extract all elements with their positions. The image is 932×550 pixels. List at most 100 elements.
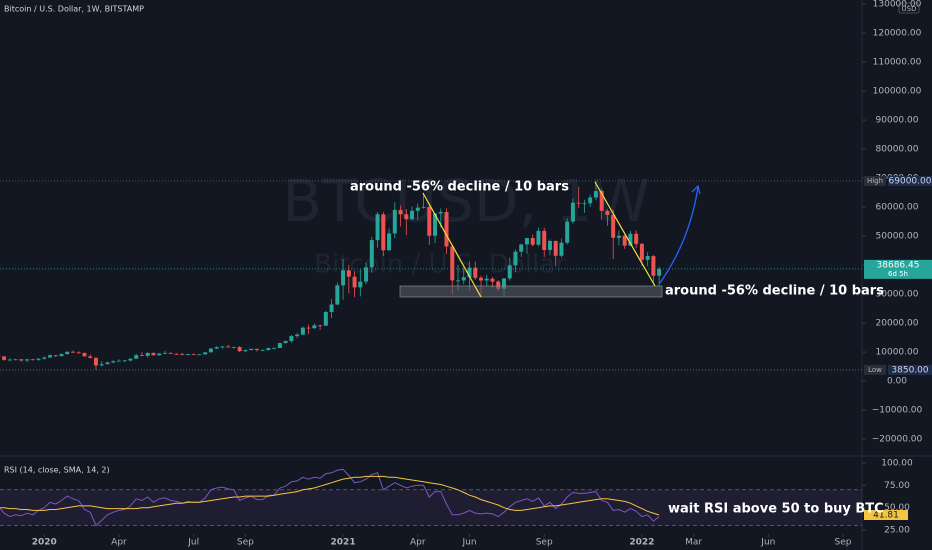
x-tick-label: 2020 bbox=[32, 538, 57, 548]
annotation: around -56% decline / 10 bars bbox=[665, 284, 884, 299]
candle-body bbox=[628, 233, 633, 246]
candle-body bbox=[162, 352, 167, 354]
candle-body bbox=[387, 233, 392, 251]
candle-body bbox=[410, 210, 415, 220]
y-tick-label: 50000.00 bbox=[876, 232, 919, 242]
candle-body bbox=[524, 238, 529, 245]
price-line-value: 69000.00 bbox=[889, 176, 932, 186]
candle-body bbox=[25, 359, 30, 361]
candle-body bbox=[99, 364, 104, 366]
candle-body bbox=[570, 202, 575, 222]
x-tick-label: Sep bbox=[237, 538, 254, 548]
candle-body bbox=[427, 207, 432, 236]
candle-body bbox=[277, 343, 282, 348]
candle-body bbox=[352, 276, 357, 288]
rsi-line bbox=[0, 468, 660, 527]
candle-body bbox=[496, 281, 501, 289]
x-tick-label: Sep bbox=[835, 538, 852, 548]
candle-body bbox=[565, 221, 570, 243]
currency-box bbox=[898, 2, 920, 14]
candle-body bbox=[300, 327, 305, 335]
candle-body bbox=[421, 207, 426, 208]
trend-line bbox=[594, 181, 656, 287]
candle-body bbox=[461, 277, 466, 281]
candle-body bbox=[622, 235, 627, 246]
arrow-head bbox=[691, 184, 701, 195]
candle-body bbox=[53, 355, 58, 357]
candle-body bbox=[375, 214, 380, 241]
candle-body bbox=[19, 359, 24, 361]
candle-body bbox=[611, 214, 616, 238]
y-tick-label: 10000.00 bbox=[876, 348, 919, 358]
candle-body bbox=[47, 355, 52, 358]
annotation: wait RSI above 50 to buy BTC bbox=[668, 502, 884, 517]
candle-body bbox=[76, 352, 81, 354]
candle-body bbox=[214, 347, 219, 349]
candle-body bbox=[346, 270, 351, 277]
candle-body bbox=[283, 341, 288, 344]
price-line-value-box bbox=[888, 364, 932, 375]
candle-body bbox=[243, 350, 248, 352]
candle-body bbox=[30, 359, 35, 361]
candle-body bbox=[559, 242, 564, 256]
candle-body bbox=[295, 334, 300, 337]
candle-body bbox=[341, 270, 346, 286]
x-tick-label: Sep bbox=[536, 538, 553, 548]
candle-body bbox=[404, 214, 409, 220]
candle-body bbox=[542, 230, 547, 250]
candle-body bbox=[358, 281, 363, 288]
price-line-value: 3850.00 bbox=[891, 365, 928, 375]
candle-body bbox=[226, 346, 231, 348]
candle-body bbox=[444, 211, 449, 247]
candle-body bbox=[456, 280, 461, 282]
candle-body bbox=[507, 265, 512, 279]
candle-body bbox=[536, 230, 541, 245]
projection-arrow bbox=[659, 186, 699, 284]
y-tick-label: 90000.00 bbox=[876, 116, 919, 126]
candle-body bbox=[289, 336, 294, 342]
candle-body bbox=[530, 238, 535, 245]
candle-body bbox=[306, 327, 311, 329]
candle-body bbox=[191, 354, 196, 355]
candle-body bbox=[381, 214, 386, 251]
last-price-box bbox=[864, 259, 932, 279]
rsi-sma-value-box bbox=[864, 510, 908, 521]
candle-body bbox=[484, 278, 489, 281]
candle-body bbox=[237, 347, 242, 352]
candle-body bbox=[369, 240, 374, 268]
y-tick-label: 80000.00 bbox=[876, 145, 919, 155]
candle-body bbox=[467, 267, 472, 278]
candle-body bbox=[616, 235, 621, 238]
rsi-y-tick-label: 50.00 bbox=[884, 503, 910, 513]
candle-body bbox=[185, 354, 190, 355]
candle-body bbox=[157, 353, 162, 356]
candle-body bbox=[13, 359, 18, 361]
rsi-y-tick-label: 25.00 bbox=[884, 526, 910, 536]
rsi-y-tick-label: 75.00 bbox=[884, 481, 910, 491]
candle-body bbox=[105, 362, 110, 365]
y-tick-label: 60000.00 bbox=[876, 203, 919, 213]
candle-body bbox=[36, 358, 41, 360]
chart-title: Bitcoin / U.S. Dollar, 1W, BITSTAMP bbox=[4, 5, 144, 14]
candle-body bbox=[364, 267, 369, 282]
candle-body bbox=[122, 360, 127, 362]
candle-body bbox=[438, 211, 443, 214]
candle-body bbox=[174, 353, 179, 355]
support-zone bbox=[399, 285, 663, 298]
candle-body bbox=[70, 351, 75, 353]
candle-body bbox=[128, 358, 133, 361]
x-tick-label: Mar bbox=[685, 538, 702, 548]
candle-body bbox=[260, 350, 265, 351]
candle-body bbox=[88, 356, 93, 358]
candle-body bbox=[197, 354, 202, 356]
price-line-name-box bbox=[864, 175, 886, 186]
last-price-countdown: 6d 5h bbox=[888, 270, 908, 278]
price-line-value-box bbox=[888, 175, 932, 186]
price-line-name: Low bbox=[868, 366, 882, 374]
watermark-sub: Bitcoin / U.S. Dollar bbox=[314, 250, 566, 280]
candle-body bbox=[547, 240, 552, 250]
candle-body bbox=[651, 256, 656, 276]
y-tick-label: 0.00 bbox=[887, 377, 907, 387]
